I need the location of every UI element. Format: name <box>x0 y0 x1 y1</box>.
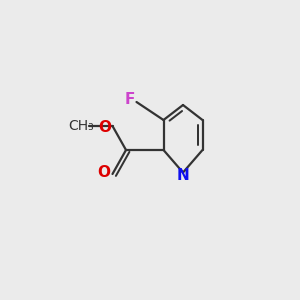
Text: F: F <box>125 92 135 106</box>
Text: O: O <box>98 165 111 180</box>
Text: N: N <box>177 168 189 183</box>
Text: CH₃: CH₃ <box>68 119 94 133</box>
Text: O: O <box>98 120 112 135</box>
